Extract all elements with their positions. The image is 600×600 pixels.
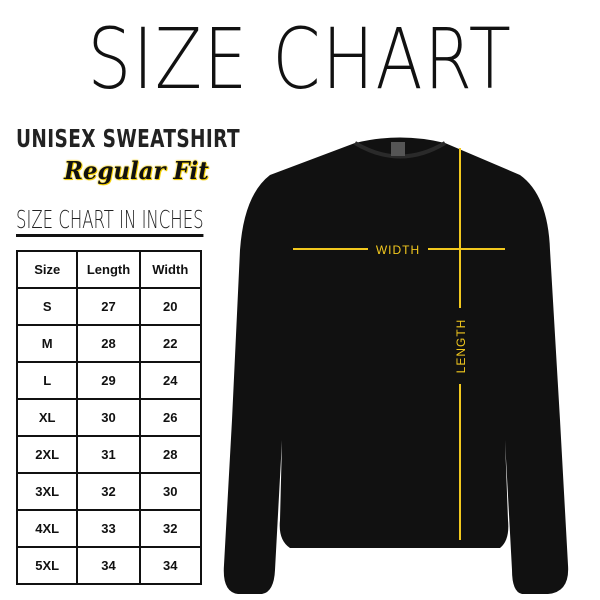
table-row: M 28 22: [15, 324, 203, 363]
cell-width: 20: [138, 287, 203, 326]
table-row: 2XL 31 28: [15, 435, 203, 474]
cell-size: 3XL: [15, 472, 79, 511]
header-width: Width: [138, 250, 203, 289]
cell-size: XL: [15, 398, 79, 437]
cell-length: 27: [76, 287, 141, 326]
cell-width: 28: [138, 435, 203, 474]
cell-width: 30: [138, 472, 203, 511]
cell-length: 30: [76, 398, 141, 437]
cell-length: 32: [76, 472, 141, 511]
table-title: SIZE CHART IN INCHES: [16, 205, 204, 237]
cell-size: 5XL: [15, 546, 79, 585]
length-label: LENGTH: [454, 319, 468, 374]
table-row: 5XL 34 34: [15, 546, 203, 585]
cell-width: 34: [138, 546, 203, 585]
cell-width: 32: [138, 509, 203, 548]
cell-width: 22: [138, 324, 203, 363]
table-row: 4XL 33 32: [15, 509, 203, 548]
cell-size: M: [15, 324, 79, 363]
product-subtitle: UNISEX SWEATSHIRT: [16, 124, 240, 153]
fit-label: Regular Fit: [64, 156, 209, 185]
cell-length: 29: [76, 361, 141, 400]
cell-size: L: [15, 361, 79, 400]
sweatshirt-body: [223, 137, 569, 594]
cell-length: 34: [76, 546, 141, 585]
table-row: XL 30 26: [15, 398, 203, 437]
table-header-row: Size Length Width: [15, 250, 203, 289]
cell-length: 28: [76, 324, 141, 363]
neck-label: [391, 142, 405, 156]
cell-size: 4XL: [15, 509, 79, 548]
cell-size: 2XL: [15, 435, 79, 474]
table-row: S 27 20: [15, 287, 203, 326]
header-length: Length: [76, 250, 141, 289]
cell-size: S: [15, 287, 79, 326]
cell-length: 31: [76, 435, 141, 474]
width-label: WIDTH: [376, 243, 420, 257]
size-table: Size Length Width S 27 20 M 28 22 L 29 24 XL 30 26 2…: [15, 250, 203, 585]
cell-width: 26: [138, 398, 203, 437]
cell-width: 24: [138, 361, 203, 400]
header-size: Size: [15, 250, 79, 289]
page-title: SIZE CHART: [87, 10, 513, 108]
cell-length: 33: [76, 509, 141, 548]
table-row: 3XL 32 30: [15, 472, 203, 511]
table-row: L 29 24: [15, 361, 203, 400]
